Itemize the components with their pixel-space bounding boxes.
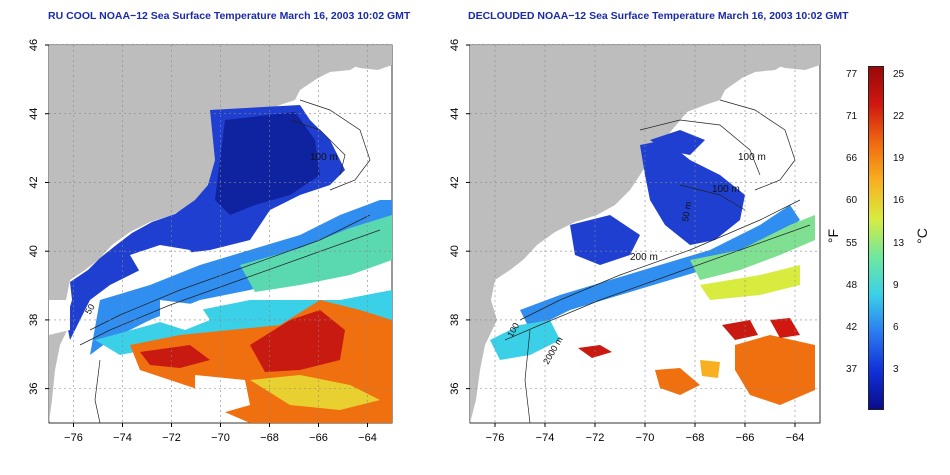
right-cold-patch-gom: [640, 140, 745, 245]
x-tick-label: −72: [586, 432, 605, 444]
x-tick-label: −74: [113, 432, 132, 444]
fahrenheit-unit-label: °F: [825, 228, 842, 244]
colorbar-f-tick: 60: [846, 195, 858, 207]
y-tick-label: 36: [28, 383, 40, 395]
right-warm-patch-5: [770, 318, 800, 338]
left-bathymetry-contours: [79, 99, 381, 423]
colorbar-c-tick: 6: [893, 321, 899, 333]
right-mid-shelf: [520, 205, 800, 330]
right-contour-label-50m: 50 m: [680, 201, 693, 222]
left-shelf-water: [90, 200, 392, 355]
colorbar-f-tick: 71: [846, 111, 858, 123]
celsius-unit-label: °C: [913, 228, 930, 244]
x-tick-label: −70: [211, 432, 230, 444]
x-tick-label: −76: [64, 432, 83, 444]
colorbar-c-tick: 19: [893, 153, 905, 165]
right-warm-patch-6: [700, 360, 720, 378]
left-land-north: [300, 45, 392, 70]
x-tick-label: −66: [309, 432, 328, 444]
right-y-ticks: 46 44 42 40 38 36: [449, 39, 470, 395]
colorbar-c-tick: 16: [893, 195, 905, 207]
y-tick-label: 42: [28, 176, 40, 188]
x-tick-label: −68: [686, 432, 705, 444]
left-cloud-patch: [130, 245, 200, 275]
right-yellow-band: [700, 265, 800, 300]
right-land-north: [725, 45, 820, 70]
colorbar-f-tick: 48: [846, 279, 858, 291]
x-tick-label: −76: [486, 432, 505, 444]
colorbar-f-tick: 77: [846, 69, 858, 80]
left-map-title: RU COOL NOAA−12 Sea Surface Temperature …: [48, 10, 411, 22]
right-cold-shelf: [570, 215, 640, 265]
right-cold-patch-north: [650, 130, 705, 155]
left-grid: [49, 44, 392, 423]
x-tick-label: −66: [736, 432, 755, 444]
colorbar-c-tick: 22: [893, 111, 905, 123]
left-contour-label-50: 50: [83, 302, 97, 316]
right-contour-label-100m-b: 100 m: [712, 184, 740, 195]
y-tick-label: 46: [28, 39, 40, 51]
y-tick-label: 40: [449, 245, 461, 257]
colorbar-c-tick: 3: [893, 364, 899, 375]
left-cloud-patch-3: [195, 375, 250, 415]
right-land-mass: [470, 45, 800, 423]
x-tick-label: −72: [162, 432, 181, 444]
left-warm-core-2: [140, 345, 210, 368]
right-grid: [470, 44, 820, 423]
right-map-title: DECLOUDED NOAA−12 Sea Surface Temperatur…: [468, 10, 849, 22]
left-x-ticks: −76 −74 −72 −70 −68 −66 −64: [64, 423, 377, 444]
colorbar-f-tick: 37: [846, 364, 858, 375]
y-tick-label: 46: [449, 39, 461, 51]
y-tick-label: 42: [449, 176, 461, 188]
left-cloud-patch-2: [160, 300, 210, 330]
y-tick-label: 44: [449, 108, 461, 120]
right-warm-patch-2: [655, 368, 700, 395]
right-warm-patch-1: [735, 335, 815, 405]
y-tick-label: 44: [28, 108, 40, 120]
y-tick-label: 40: [28, 245, 40, 257]
left-slope-water: [240, 215, 392, 292]
right-warm-patch-4: [722, 320, 758, 340]
left-warm-core: [250, 310, 345, 372]
colorbar-f-tick: 55: [846, 237, 858, 249]
x-tick-label: −64: [358, 432, 377, 444]
left-y-ticks: 46 44 42 40 38 36: [28, 39, 49, 395]
right-contour-label-100m-a: 100 m: [738, 152, 766, 163]
right-green-band: [690, 215, 815, 280]
left-cloud-patch-4: [49, 300, 70, 335]
right-cyan-shelf: [490, 320, 560, 360]
x-tick-label: −70: [636, 432, 655, 444]
colorbar-c-tick: 25: [893, 69, 905, 80]
x-tick-label: −68: [260, 432, 279, 444]
temperature-colorbar: [868, 66, 884, 410]
colorbar-c-tick: 13: [893, 237, 905, 249]
right-bathymetry-contours: [504, 99, 811, 423]
left-yellow-eddy: [250, 375, 380, 410]
x-tick-label: −64: [786, 432, 805, 444]
colorbar-f-tick: 42: [846, 321, 858, 333]
x-tick-label: −74: [536, 432, 555, 444]
left-deep-cold: [215, 112, 320, 215]
colorbar-c-tick: 9: [893, 279, 899, 291]
right-x-ticks: −76 −74 −72 −70 −68 −66 −64: [486, 423, 805, 444]
y-tick-label: 38: [449, 314, 461, 326]
colorbar-f-tick: 66: [846, 153, 858, 165]
y-tick-label: 38: [28, 314, 40, 326]
left-land-mass: [49, 45, 375, 423]
left-contour-label-100m: 100 m: [310, 152, 338, 163]
y-tick-label: 36: [449, 383, 461, 395]
right-contour-label-200m: 200 m: [630, 252, 658, 263]
